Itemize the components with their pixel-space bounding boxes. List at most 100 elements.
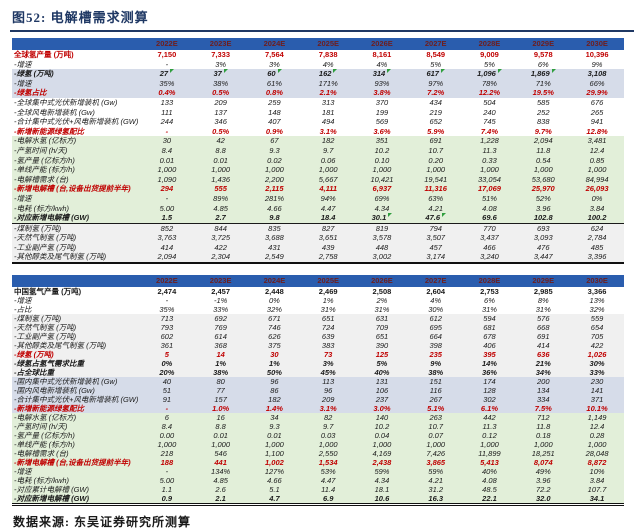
value-cell: 2,094: [140, 252, 194, 264]
value-cell: 69%: [355, 193, 409, 204]
row-label: -其他醇类及尾气制氢 (万吨): [12, 252, 140, 264]
row-label: -全球集中式光伏新增装机 (Gw): [12, 97, 140, 108]
value-cell: 0.5%: [193, 126, 248, 137]
value-cell: 368: [193, 341, 248, 351]
value-cell: 3,437: [462, 233, 517, 243]
value-cell: 406: [462, 341, 517, 351]
year-column-header: 2022E: [140, 38, 194, 50]
value-cell: 19.5%: [516, 88, 571, 98]
table-row: -国内集中式光伏新增装机 (Gw) 40 80 96 113 131 151 174 200 23…: [12, 377, 624, 387]
value-cell: 30%: [408, 305, 463, 315]
value-cell: 3,865: [408, 458, 463, 468]
value-cell: 10.2: [355, 145, 409, 156]
value-cell: 22.1: [462, 494, 517, 505]
value-cell: 414: [140, 242, 194, 253]
value-cell: 441: [193, 458, 248, 468]
table-row: -单线产能 (标方/h) 1,000 1,000 1,000 1,000 1,000 1,0…: [12, 165, 624, 175]
value-cell: 35%: [140, 78, 194, 89]
table-row: -增速 -3% 3% 4% 4% 5% 5% 6% 9%: [12, 59, 624, 70]
value-cell: 140: [355, 413, 409, 423]
value-cell: 2.6: [193, 485, 248, 495]
value-cell: 80: [193, 377, 248, 387]
value-cell: 11.3: [462, 145, 517, 156]
value-cell: 6: [140, 413, 194, 423]
value-cell: 6,937: [355, 184, 409, 194]
value-cell: 259: [247, 97, 302, 108]
value-cell: 4,111: [301, 184, 356, 194]
year-column-header: 2023E: [193, 38, 248, 50]
value-cell: 1,000: [516, 440, 571, 450]
value-cell: 53,680: [516, 174, 571, 185]
value-cell: 422: [570, 341, 624, 351]
value-cell: 0.04: [355, 431, 409, 441]
value-cell: 32%: [570, 305, 624, 315]
table-row: 全球氢产量 (万吨) 7,150 7,333 7,564 7,838 8,161 8,549…: [12, 50, 624, 60]
value-cell: 34.1: [570, 494, 624, 505]
value-cell: 40: [140, 377, 194, 387]
row-label: 中国氢气产量 (万吨): [12, 287, 140, 297]
value-cell: 133: [140, 97, 194, 108]
value-cell: 594: [462, 314, 517, 324]
value-cell: 188: [140, 458, 194, 468]
year-column-header: 2024E: [247, 38, 302, 50]
value-cell: 32.0: [516, 494, 571, 505]
value-cell: 1,000: [140, 440, 194, 450]
value-cell: 652: [408, 117, 463, 127]
value-cell: 63%: [408, 193, 463, 204]
row-label: -电解水氢 (亿标方): [12, 413, 140, 423]
value-cell: 45%: [301, 368, 356, 378]
value-cell: 182: [301, 136, 356, 146]
value-cell: 370: [355, 97, 409, 108]
value-cell: 1,002: [247, 458, 302, 468]
value-cell: 485: [570, 242, 624, 253]
value-cell: 8%: [516, 296, 571, 306]
value-cell: 96: [247, 377, 302, 387]
value-cell: 5%: [462, 59, 517, 70]
value-cell: 8.4: [140, 145, 194, 156]
value-cell: 0%: [247, 296, 302, 306]
value-cell: 692: [193, 314, 248, 324]
value-cell: 162: [301, 69, 356, 79]
table-row: -全球风电新增装机 (Gw) 111 137 148 181 199 219 240 252 26…: [12, 107, 624, 118]
value-cell: 4%: [355, 59, 409, 70]
value-cell: 2,550: [301, 449, 356, 459]
table-row: -增速 - -1% 0% 1% 2% 4% 6% 8% 13%: [12, 296, 624, 306]
value-cell: -: [140, 126, 194, 137]
value-cell: 7.5%: [516, 404, 571, 414]
value-cell: 18,251: [516, 449, 571, 459]
value-cell: 3,174: [408, 252, 463, 264]
value-cell: 9,578: [516, 50, 571, 60]
row-label: 全球氢产量 (万吨): [12, 50, 140, 60]
value-cell: 0.01: [193, 431, 248, 441]
row-label: -增速: [12, 78, 140, 89]
value-cell: 30.1: [355, 213, 409, 224]
value-cell: 2,115: [247, 184, 302, 194]
value-cell: 2.7: [193, 213, 248, 224]
value-cell: 51: [140, 386, 194, 396]
value-cell: 3.84: [570, 476, 624, 486]
value-cell: 281%: [247, 193, 302, 204]
value-cell: 636: [516, 350, 571, 360]
value-cell: 7,426: [408, 449, 463, 459]
value-cell: 11.8: [516, 145, 571, 156]
value-cell: 97%: [408, 78, 463, 89]
value-cell: 5.1%: [408, 404, 463, 414]
value-cell: 7,838: [301, 50, 356, 60]
year-column-header: 2025E: [301, 275, 356, 288]
value-cell: 36%: [462, 368, 517, 378]
value-cell: 0.06: [301, 155, 356, 166]
table-row: -绿氢 (万吨) 27 37 60 162 314 617 1,096 1,869 3,108: [12, 69, 624, 79]
table-row: -其他醇类及尾气制氢 (万吨) 2,094 2,304 2,549 2,758 3,002…: [12, 252, 624, 264]
value-cell: 9.7: [301, 422, 356, 432]
value-cell: 8,074: [516, 458, 571, 468]
value-cell: 827: [301, 223, 356, 234]
value-cell: 2,784: [570, 233, 624, 243]
value-cell: 0.01: [193, 155, 248, 166]
global-hydrogen-table: 2022E 2023E 2024E 2025E 2026E 2027E 2028E 2029E…: [12, 38, 624, 265]
value-cell: 6%: [462, 296, 517, 306]
value-cell: 414: [516, 341, 571, 351]
value-cell: 17,069: [462, 184, 517, 194]
value-cell: 2.1%: [301, 88, 356, 98]
value-cell: 12.2%: [462, 88, 517, 98]
row-label: -电耗 (标方/kwh): [12, 203, 140, 214]
